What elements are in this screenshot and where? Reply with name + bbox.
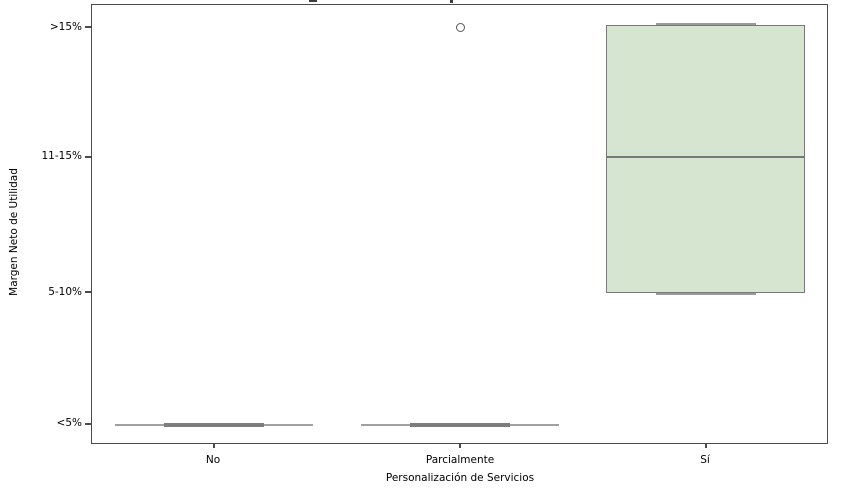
whisker-cap-low-si: [656, 292, 756, 295]
x-tick-label-si: Sí: [700, 454, 710, 466]
box-parcialmente-collapsed: [410, 423, 510, 427]
x-tick-mark: [705, 443, 707, 448]
y-tick-label-gt15: >15%: [49, 21, 82, 33]
y-tick-label-5-10: 5-10%: [48, 286, 82, 298]
clipped-title-fragment: [309, 0, 317, 2]
clipped-title-fragment: [450, 0, 453, 3]
y-tick-label-lt5: <5%: [56, 417, 82, 429]
y-tick-mark: [85, 156, 91, 158]
plot-area: [91, 4, 828, 444]
x-tick-mark: [213, 443, 215, 448]
x-axis-label: Personalización de Servicios: [385, 472, 535, 484]
outlier-point-parcialmente: [456, 23, 465, 32]
y-tick-mark: [85, 423, 91, 425]
y-tick-mark: [85, 291, 91, 293]
whisker-cap-high-si: [656, 23, 756, 26]
y-tick-label-11-15: 11-15%: [41, 150, 83, 162]
y-axis-label: Margen Neto de Utilidad: [8, 168, 20, 296]
y-tick-mark: [85, 26, 91, 28]
x-tick-label-no: No: [205, 454, 221, 466]
x-tick-label-parcialmente: Parcialmente: [425, 454, 495, 466]
box-si: [606, 25, 805, 293]
median-line-si: [607, 156, 804, 158]
box-no-collapsed: [164, 423, 264, 427]
x-tick-mark: [459, 443, 461, 448]
